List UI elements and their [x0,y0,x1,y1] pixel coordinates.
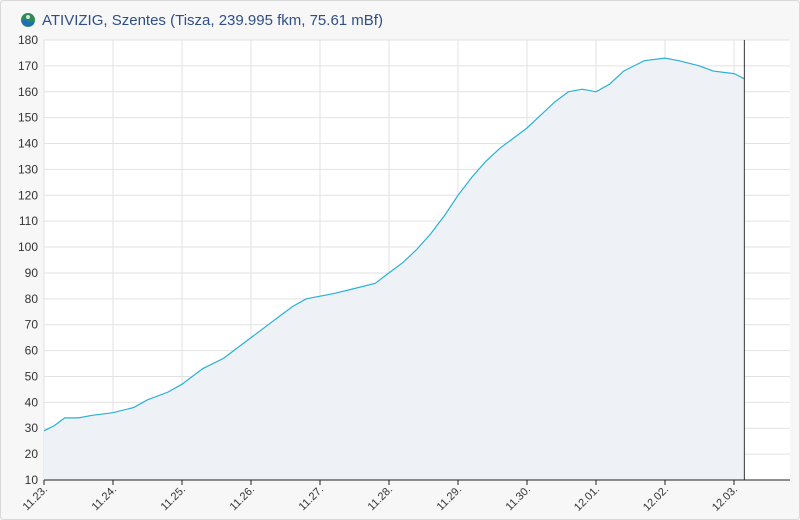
y-tick-label: 80 [25,292,39,306]
x-tick-label: 11.25. [159,484,189,514]
x-tick-label: 11.24. [90,484,120,514]
chart-header: ATIVIZIG, Szentes (Tisza, 239.995 fkm, 7… [20,9,383,31]
series-line [43,57,745,432]
y-tick-label: 160 [18,85,38,99]
x-tick-label: 11.30. [504,484,534,514]
x-tick-label: 12.01. [572,484,602,514]
y-tick-label: 150 [18,111,38,125]
x-tick-label: 12.02. [641,484,671,514]
x-tick-label: 11.29. [435,484,465,514]
chart-title: ATIVIZIG, Szentes (Tisza, 239.995 fkm, 7… [42,11,383,29]
y-tick-label: 120 [18,188,38,202]
y-tick-label: 140 [18,137,38,151]
ativizig-logo-icon [21,13,35,27]
x-tick-label: 11.28. [366,484,396,514]
y-tick-label: 20 [25,447,39,461]
y-axis-ticks: 10 20 30 40 50 60 70 80 90 100 110 120 130 140 150 160 1… [18,33,38,487]
x-tick-label: 11.27. [297,484,327,514]
y-tick-label: 60 [25,344,39,358]
y-tick-label: 40 [25,395,39,409]
y-tick-label: 10 [25,473,39,487]
y-tick-label: 90 [25,266,39,280]
x-tick-label: 11.23. [21,484,51,514]
y-tick-label: 180 [18,33,38,47]
y-tick-label: 70 [25,318,39,332]
x-tick-label: 11.26. [228,484,258,514]
y-tick-label: 130 [18,162,38,176]
y-tick-label: 50 [25,369,39,383]
y-tick-label: 30 [25,421,39,435]
y-tick-label: 170 [18,59,38,73]
y-tick-label: 110 [19,214,38,228]
x-axis-ticks: 11.23. 11.24. 11.25. 11.26. 11.27. 11.28. 11.2… [21,480,740,514]
y-tick-label: 100 [18,240,38,254]
x-tick-label: 12.03. [710,484,740,514]
